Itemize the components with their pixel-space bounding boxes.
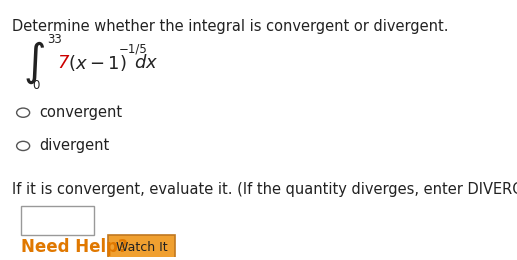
Text: −1/5: −1/5 — [119, 42, 148, 55]
Text: If it is convergent, evaluate it. (If the quantity diverges, enter DIVERGES.): If it is convergent, evaluate it. (If th… — [12, 182, 517, 197]
Text: $(x - 1)$: $(x - 1)$ — [68, 53, 127, 73]
Text: $\int$: $\int$ — [23, 40, 45, 86]
FancyBboxPatch shape — [108, 236, 175, 260]
Text: $dx$: $dx$ — [134, 54, 158, 72]
Text: Determine whether the integral is convergent or divergent.: Determine whether the integral is conver… — [12, 19, 449, 34]
Text: divergent: divergent — [39, 138, 110, 153]
Text: Watch It: Watch It — [116, 241, 168, 254]
Text: 0: 0 — [32, 79, 40, 92]
Text: 33: 33 — [47, 33, 62, 46]
FancyBboxPatch shape — [21, 206, 94, 236]
Text: 7: 7 — [57, 54, 69, 72]
Text: convergent: convergent — [39, 105, 123, 120]
Text: Need Help?: Need Help? — [21, 238, 128, 257]
